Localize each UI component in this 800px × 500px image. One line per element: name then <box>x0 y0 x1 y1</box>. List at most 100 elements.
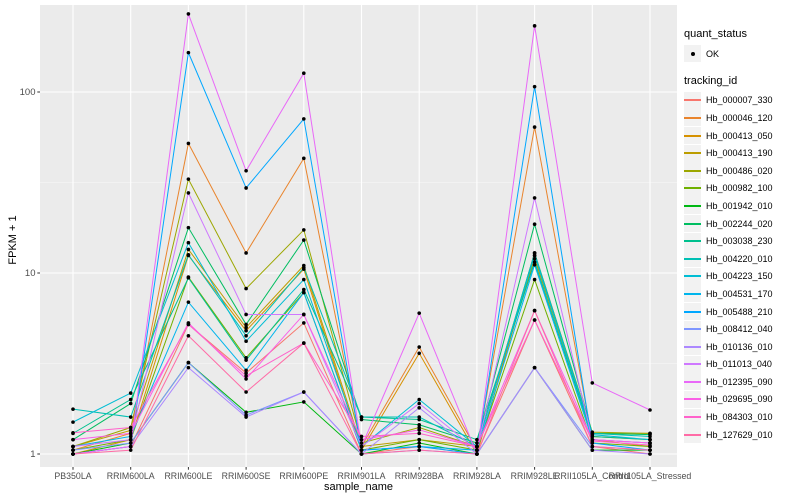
legend-item: Hb_008412_040 <box>684 320 798 338</box>
legend-item-label: Hb_004220_010 <box>706 253 773 264</box>
data-point <box>302 290 306 295</box>
x-tick-label: RRIM928LA <box>453 471 501 481</box>
legend-item: Hb_001942_010 <box>684 197 798 215</box>
data-point <box>71 444 75 449</box>
data-point <box>590 444 595 449</box>
data-point <box>186 253 191 257</box>
data-point <box>590 439 595 443</box>
x-axis-title: sample_name <box>323 481 394 493</box>
data-point <box>71 437 75 442</box>
data-point <box>417 311 422 315</box>
data-point <box>244 325 248 330</box>
data-point <box>244 328 248 333</box>
data-point <box>128 448 133 452</box>
line-swatch-icon <box>684 267 701 285</box>
data-point <box>417 405 422 410</box>
data-point <box>244 390 248 394</box>
data-point <box>648 448 652 452</box>
data-point <box>128 444 133 449</box>
data-point <box>128 401 133 406</box>
legend-item-label: Hb_002244_020 <box>706 218 773 229</box>
data-point <box>71 407 75 411</box>
data-point <box>186 177 191 181</box>
data-point <box>244 377 248 381</box>
x-tick-label: RRIM600SE <box>222 471 271 481</box>
data-point <box>244 322 248 327</box>
legend-item-label: Hb_029695_090 <box>706 394 773 405</box>
data-point <box>475 437 479 442</box>
legend-item: Hb_127629_010 <box>684 426 798 444</box>
data-point <box>532 262 537 267</box>
data-point <box>302 156 306 161</box>
data-point <box>186 276 191 280</box>
data-point <box>128 391 133 395</box>
line-swatch-icon <box>684 162 701 180</box>
data-point <box>417 351 422 356</box>
data-point <box>417 448 422 452</box>
legend-item: Hb_084303_010 <box>684 408 798 426</box>
legend-item-label: Hb_012395_090 <box>706 376 773 387</box>
data-point <box>417 397 422 402</box>
data-point <box>186 333 191 338</box>
line-swatch-icon <box>684 355 701 373</box>
x-tick-label: RRIM901LA <box>338 471 386 481</box>
legend-item-label: Hb_084303_010 <box>706 412 773 423</box>
legend-item-label: Hb_010136_010 <box>706 341 773 352</box>
data-point <box>359 417 364 422</box>
line-swatch-icon <box>684 232 701 250</box>
data-point <box>648 408 652 412</box>
legend-item: Hb_000007_330 <box>684 91 798 110</box>
data-point <box>302 117 306 121</box>
data-point <box>302 341 306 345</box>
data-point <box>128 397 133 402</box>
data-point <box>244 251 248 255</box>
data-point <box>648 443 652 447</box>
data-point <box>244 286 248 291</box>
legend-item: Hb_004223_150 <box>684 267 798 286</box>
data-point <box>128 425 133 430</box>
line-swatch-icon <box>684 179 701 197</box>
legend-item-label: Hb_008412_040 <box>706 324 773 335</box>
data-point <box>128 415 133 419</box>
data-point <box>186 141 191 146</box>
x-tick-label: RRIM600LA <box>107 471 155 481</box>
data-point <box>244 410 248 415</box>
line-swatch-icon <box>684 426 701 444</box>
line-swatch-icon <box>684 127 701 145</box>
data-point <box>302 238 306 242</box>
line-swatch-icon <box>684 91 701 109</box>
legend-item: Hb_002244_020 <box>684 215 798 233</box>
line-swatch-icon <box>684 390 701 408</box>
data-point <box>128 441 133 445</box>
data-point <box>186 300 191 304</box>
legend-item: Hb_000982_100 <box>684 179 798 198</box>
data-point <box>128 428 133 433</box>
line-swatch-icon <box>684 144 701 162</box>
data-point <box>532 222 537 227</box>
data-point <box>475 441 479 445</box>
legend-item-label: Hb_000982_100 <box>706 183 773 194</box>
data-point <box>417 417 422 422</box>
line-swatch-icon <box>684 215 701 233</box>
data-point <box>302 400 306 404</box>
line-swatch-icon <box>684 250 701 268</box>
data-point <box>359 434 364 439</box>
legend-item-label: Hb_127629_010 <box>706 429 773 440</box>
legend-item-label: Hb_011013_040 <box>706 359 772 370</box>
line-swatch-icon <box>684 320 701 338</box>
data-point <box>128 434 133 439</box>
tracking-id-legend: tracking_id Hb_000007_330 Hb_000046_120 Hb… <box>684 75 798 444</box>
x-tick-label: RRIM600LE <box>164 471 212 481</box>
data-point <box>186 240 191 245</box>
data-point <box>244 333 248 338</box>
tracking-id-legend-items: Hb_000007_330 Hb_000046_120 Hb_000413_050 H… <box>684 91 798 444</box>
x-tick-label: RRIM928LE <box>511 471 559 481</box>
data-point <box>302 390 306 394</box>
data-point <box>590 381 595 385</box>
legend-item-label: Hb_000046_120 <box>706 112 773 123</box>
data-point <box>359 415 364 419</box>
data-point <box>532 125 537 129</box>
data-point <box>359 437 364 442</box>
legend-item-label: Hb_004531_170 <box>706 288 773 299</box>
data-point <box>359 444 364 449</box>
